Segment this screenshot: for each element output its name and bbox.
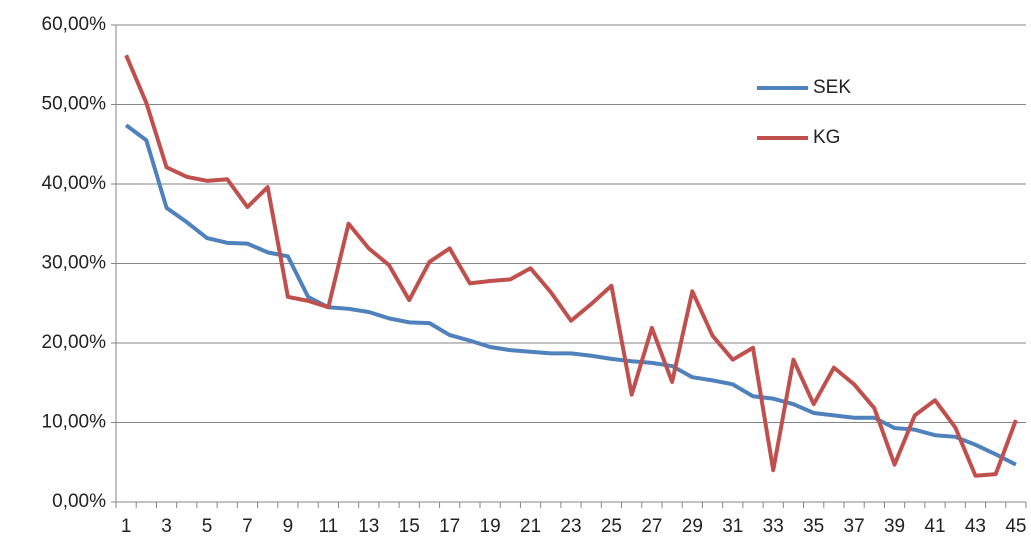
x-tick-label: 9 (283, 516, 294, 537)
x-tick-label: 7 (242, 516, 253, 537)
x-tick-label: 45 (1005, 516, 1026, 537)
x-tick-label: 41 (924, 516, 945, 537)
y-tick-label: 40,00% (42, 173, 107, 194)
legend-label: SEK (813, 77, 851, 98)
x-tick-label: 37 (844, 516, 865, 537)
x-tick-label: 1 (121, 516, 132, 537)
series-line (124, 123, 1017, 467)
x-tick-label: 33 (763, 516, 784, 537)
x-tick-label: 5 (202, 516, 213, 537)
y-tick-label: 60,00% (42, 14, 107, 35)
x-tick-label: 29 (682, 516, 703, 537)
x-tick-label: 15 (399, 516, 420, 537)
x-tick-label: 3 (161, 516, 172, 537)
x-tick-label: 31 (722, 516, 743, 537)
x-tick-label: 25 (601, 516, 622, 537)
x-tick-label: 11 (318, 516, 338, 537)
x-tick-label: 43 (965, 516, 986, 537)
y-tick-label: 10,00% (42, 412, 107, 433)
y-tick-label: 0,00% (52, 491, 106, 512)
x-tick-label: 21 (520, 516, 541, 537)
x-tick-label: 39 (884, 516, 905, 537)
y-tick-label: 50,00% (42, 94, 107, 115)
series-line (124, 54, 1018, 478)
legend-label: KG (813, 127, 840, 148)
y-tick-label: 30,00% (42, 253, 107, 274)
x-tick-label: 19 (480, 516, 501, 537)
x-tick-label: 23 (560, 516, 581, 537)
x-tick-label: 35 (803, 516, 824, 537)
x-tick-label: 13 (358, 516, 379, 537)
x-tick-label: 17 (439, 516, 460, 537)
x-tick-label: 27 (641, 516, 662, 537)
y-tick-label: 20,00% (42, 332, 107, 353)
